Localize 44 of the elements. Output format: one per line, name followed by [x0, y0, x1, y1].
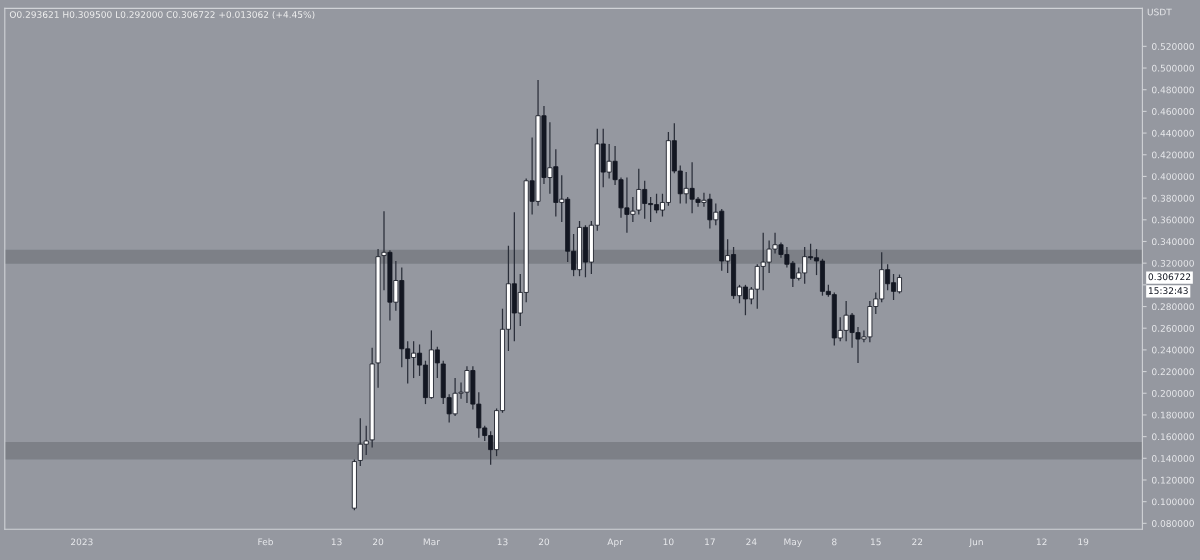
x-tick-label: 10 [663, 538, 674, 546]
x-tick-label: May [784, 538, 802, 547]
x-tick-label: 17 [705, 538, 715, 546]
y-tick-label: 0.280000 [1152, 303, 1194, 311]
y-tick-label: 0.100000 [1152, 498, 1194, 506]
y-tick-label: 0.120000 [1152, 476, 1194, 484]
y-tick-label: 0.080000 [1152, 520, 1194, 527]
y-tick-label: 0.240000 [1152, 346, 1194, 354]
x-tick-label: Jun [968, 538, 983, 547]
y-tick-label: 0.440000 [1152, 129, 1194, 137]
x-tick-label: Feb [258, 538, 273, 546]
chart-subtitle: O0.293621 H0.309500 L0.292000 C0.306722 +0.013062 (+4.45%) [9, 11, 315, 20]
x-tick-label: 13 [497, 538, 508, 546]
x-tick-label: 22 [912, 538, 923, 546]
x-tick-label: Apr [607, 538, 623, 547]
y-tick-label: 0.380000 [1152, 194, 1194, 202]
y-tick-label: 0.220000 [1152, 368, 1194, 376]
y-tick-label: 0.500000 [1152, 64, 1194, 72]
text: 0.306722 [1148, 273, 1191, 281]
x-tick-label: Mar [423, 538, 440, 546]
x-tick-label: 13 [331, 538, 342, 546]
y-tick-label: 0.180000 [1152, 411, 1194, 419]
x-tick-label: 19 [1078, 538, 1089, 546]
x-tick-label: 12 [1036, 538, 1047, 546]
y-tick-label: 0.260000 [1152, 324, 1194, 332]
x-tick-label: 2023 [71, 538, 93, 546]
y-tick-label: 0.200000 [1152, 389, 1194, 397]
x-tick-label: 15 [871, 538, 881, 546]
y-tick-label: 0.320000 [1152, 259, 1194, 267]
y-tick-label: 0.360000 [1152, 216, 1194, 224]
y-tick-label: 0.140000 [1152, 455, 1194, 462]
x-tick-label: 20 [372, 538, 384, 546]
y-tick-label: 0.400000 [1152, 173, 1194, 180]
y-tick-label: 0.340000 [1152, 238, 1194, 246]
y-tick-label: 0.160000 [1152, 433, 1194, 441]
y-tick-label: 0.480000 [1152, 86, 1194, 94]
x-tick-label: 20 [538, 538, 550, 546]
y-tick-label: 0.460000 [1152, 108, 1194, 115]
text: 15:32:43 [1148, 287, 1188, 295]
y-tick-label: 0.520000 [1152, 43, 1194, 50]
x-tick-label: 24 [746, 538, 757, 546]
y-axis-title: USDT [1147, 8, 1172, 16]
x-tick-label: 8 [832, 538, 837, 546]
y-tick-label: 0.420000 [1152, 151, 1194, 159]
